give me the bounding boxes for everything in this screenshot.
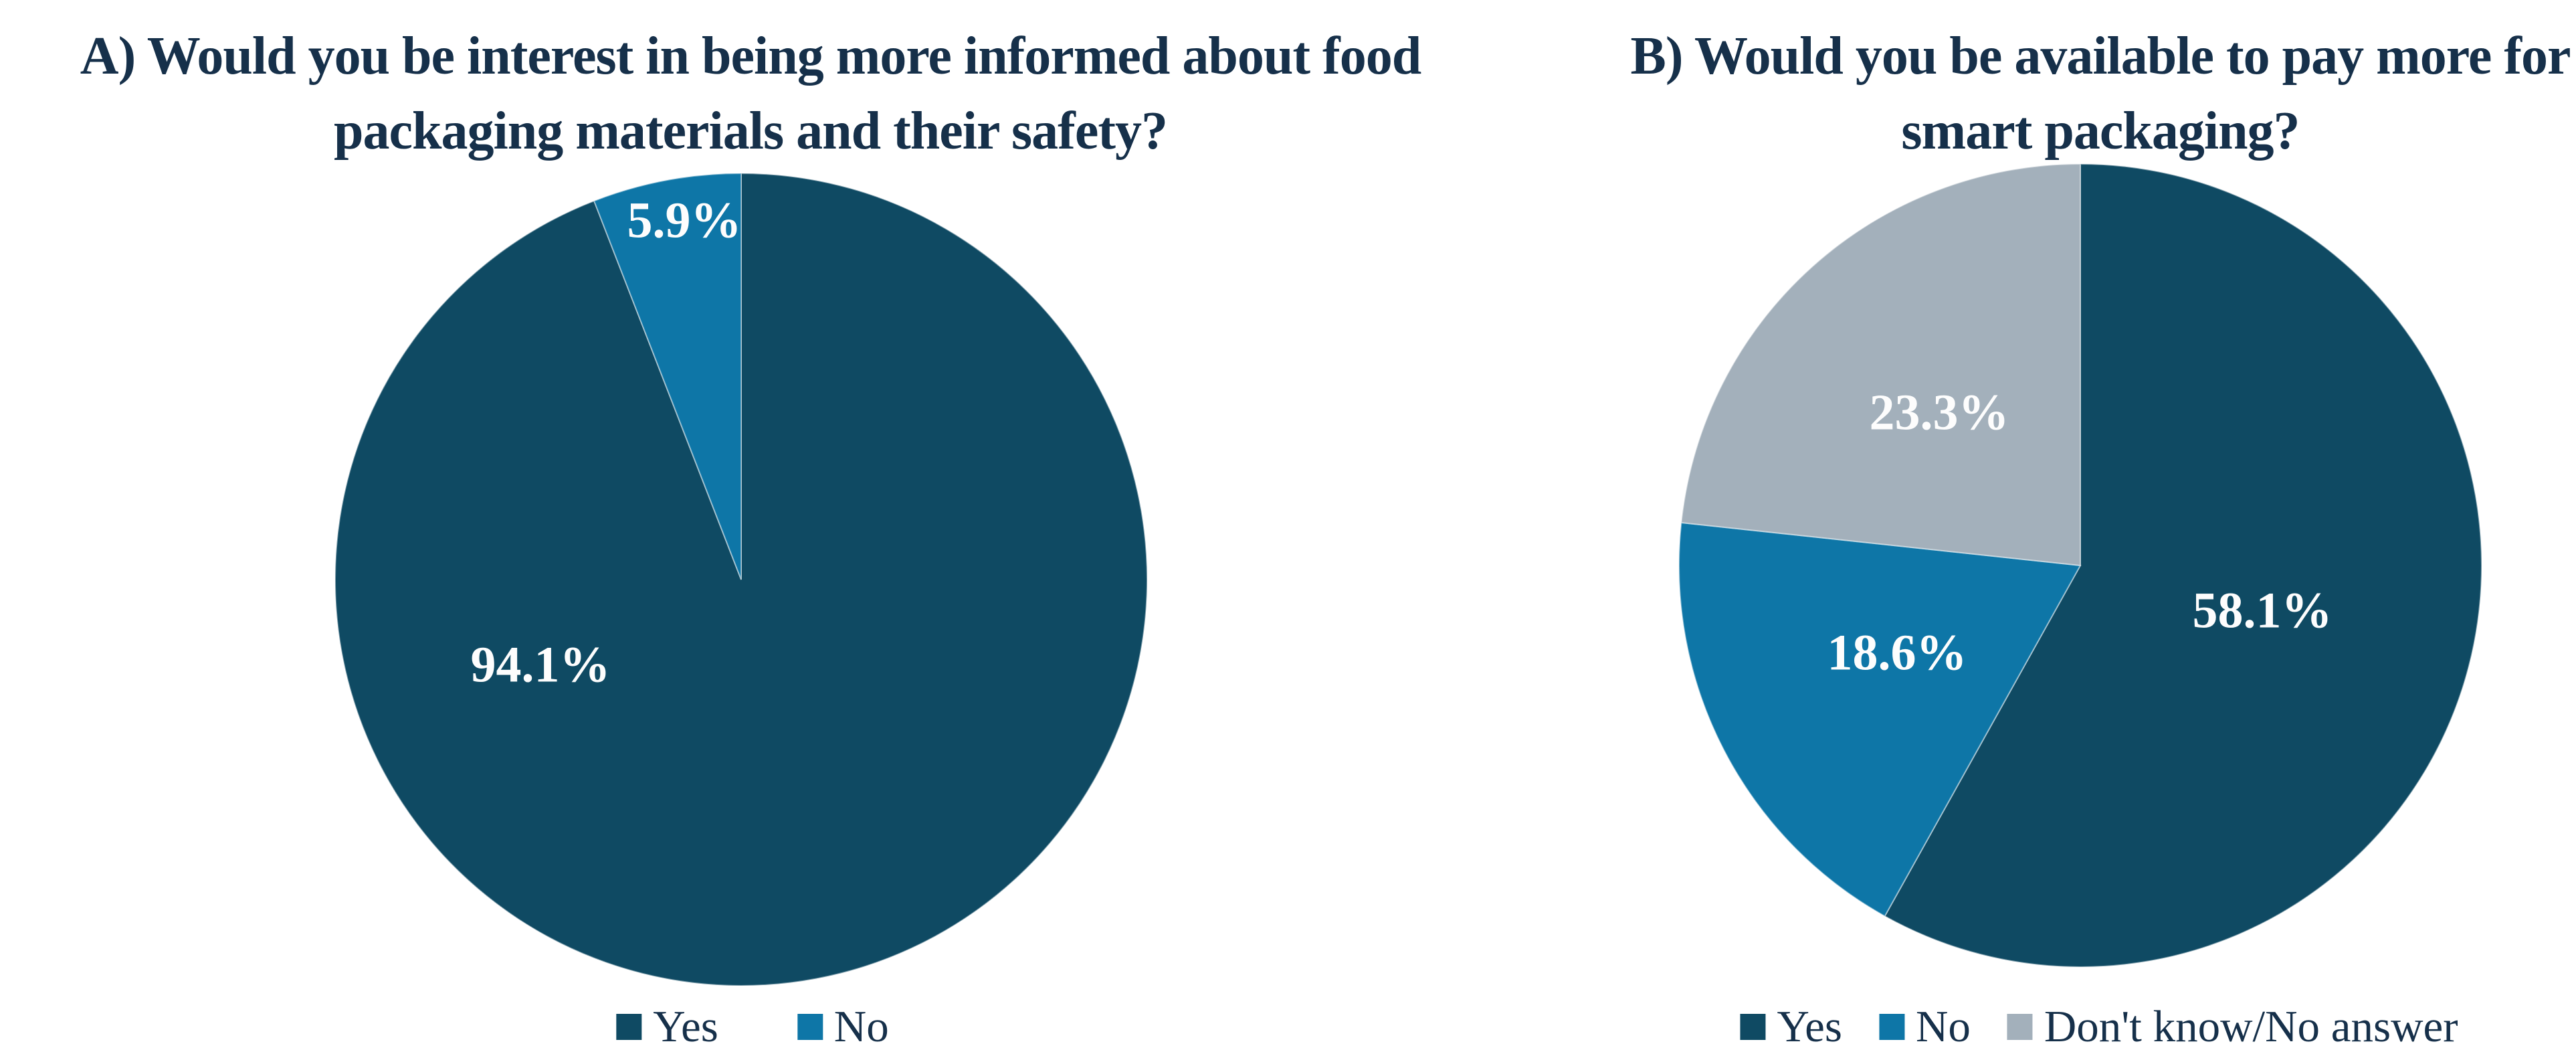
legend-label-b-no: No xyxy=(1915,1001,1971,1051)
legend-swatch-a-yes xyxy=(616,1013,642,1040)
pie-slice-b-2 xyxy=(1680,163,2081,567)
pie-slice-a-1 xyxy=(593,172,742,580)
legend-item-b-yes: Yes xyxy=(1740,1004,1842,1049)
chart-b-title: B) Would you be available to pay more fo… xyxy=(1630,27,2571,161)
legend-swatch-b-no xyxy=(1878,1013,1904,1040)
legend-label-a-yes: Yes xyxy=(653,1001,718,1051)
legend-swatch-b-dont-know xyxy=(2007,1013,2033,1040)
pie-slice-a-0 xyxy=(334,172,1148,986)
pie-slice-b-0 xyxy=(1884,163,2482,968)
legend-label-b-dont-know: Don't know/No answer xyxy=(2044,1001,2458,1051)
legend-swatch-b-yes xyxy=(1740,1013,1766,1040)
legend-swatch-a-no xyxy=(797,1013,823,1040)
chart-b-legend: Yes No Don't know/No answer xyxy=(1740,998,2458,1054)
legend-label-b-yes: Yes xyxy=(1777,1001,1842,1051)
legend-item-a-no: No xyxy=(797,1004,889,1049)
pie-b xyxy=(1678,163,2482,968)
legend-item-b-no: No xyxy=(1878,1001,1971,1051)
chart-a-legend: Yes No xyxy=(616,998,889,1054)
pie-b-slice-label-yes: 58.1% xyxy=(2192,582,2333,639)
pie-a-slice-label-yes: 94.1% xyxy=(470,636,611,693)
legend-item-b-dont-know: Don't know/No answer xyxy=(2007,1004,2458,1049)
pie-a xyxy=(334,172,1148,986)
legend-label-a-no: No xyxy=(833,1001,889,1051)
legend-item-a-yes: Yes xyxy=(616,1004,718,1049)
pie-slice-b-1 xyxy=(1678,521,2082,917)
pie-a-slice-label-no: 5.9% xyxy=(627,192,742,249)
pie-b-slice-label-no: 18.6% xyxy=(1827,624,1967,681)
pie-b-slice-label-dont-know: 23.3% xyxy=(1869,384,2009,441)
chart-a-title: A) Would you be interest in being more i… xyxy=(80,27,1421,161)
